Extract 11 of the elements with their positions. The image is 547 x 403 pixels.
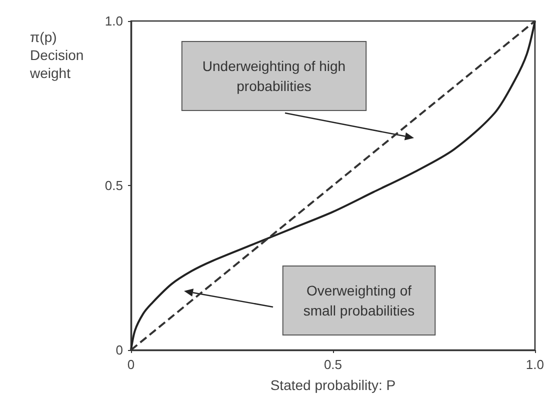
y-axis-title: π(p) Decision weight: [29, 29, 84, 81]
annotation: Underweighting of high probabilities: [202, 58, 346, 94]
y-tick-label: 0.5: [104, 178, 123, 193]
line-series: [130, 20, 536, 351]
x-tick-label: 0: [127, 357, 135, 372]
y-tick-label: 1.0: [104, 14, 123, 28]
x-tick-label: 0.5: [324, 357, 342, 372]
x-tick-label: 1.0: [526, 357, 544, 372]
y-tick-label: 0: [116, 342, 123, 358]
annotation: Overweighting of small probabilities: [303, 282, 415, 318]
x-axis-title: Stated probability: P: [270, 377, 396, 393]
